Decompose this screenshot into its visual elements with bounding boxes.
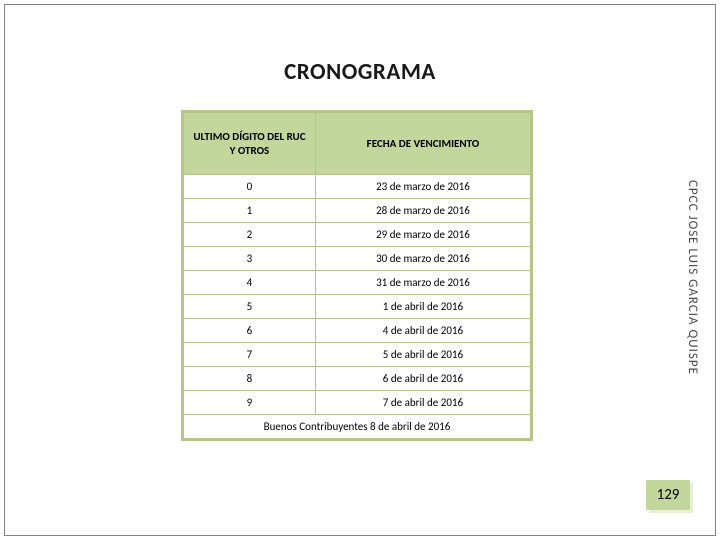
- table-footer-row: Buenos Contribuyentes 8 de abril de 2016: [184, 415, 531, 439]
- schedule-table: ULTIMO DÍGITO DEL RUC Y OTROS FECHA DE V…: [183, 112, 531, 439]
- header-col-digit: ULTIMO DÍGITO DEL RUC Y OTROS: [184, 113, 316, 175]
- schedule-table-container: ULTIMO DÍGITO DEL RUC Y OTROS FECHA DE V…: [181, 110, 533, 441]
- cell-digit: 0: [184, 175, 316, 199]
- cell-digit: 1: [184, 199, 316, 223]
- cell-digit: 3: [184, 247, 316, 271]
- cell-digit: 5: [184, 295, 316, 319]
- cell-date: 30 de marzo de 2016: [315, 247, 530, 271]
- cell-date: 23 de marzo de 2016: [315, 175, 530, 199]
- cell-date: 4 de abril de 2016: [315, 319, 530, 343]
- table-row: 4 31 de marzo de 2016: [184, 271, 531, 295]
- cell-date: 7 de abril de 2016: [315, 391, 530, 415]
- table-row: 5 1 de abril de 2016: [184, 295, 531, 319]
- table-row: 3 30 de marzo de 2016: [184, 247, 531, 271]
- table-row: 1 28 de marzo de 2016: [184, 199, 531, 223]
- cell-date: 29 de marzo de 2016: [315, 223, 530, 247]
- cell-date: 31 de marzo de 2016: [315, 271, 530, 295]
- author-side-text: CPCC JOSE LUIS GARCIA QUISPE: [685, 180, 700, 375]
- table-header-row: ULTIMO DÍGITO DEL RUC Y OTROS FECHA DE V…: [184, 113, 531, 175]
- table-row: 2 29 de marzo de 2016: [184, 223, 531, 247]
- cell-date: 5 de abril de 2016: [315, 343, 530, 367]
- slide-title: CRONOGRAMA: [0, 58, 720, 86]
- table-row: 7 5 de abril de 2016: [184, 343, 531, 367]
- cell-digit: 2: [184, 223, 316, 247]
- cell-digit: 4: [184, 271, 316, 295]
- cell-date: 6 de abril de 2016: [315, 367, 530, 391]
- footer-cell: Buenos Contribuyentes 8 de abril de 2016: [184, 415, 531, 439]
- cell-digit: 6: [184, 319, 316, 343]
- header-col-date: FECHA DE VENCIMIENTO: [315, 113, 530, 175]
- table-row: 8 6 de abril de 2016: [184, 367, 531, 391]
- table-row: 9 7 de abril de 2016: [184, 391, 531, 415]
- page-number: 129: [646, 480, 690, 510]
- cell-digit: 8: [184, 367, 316, 391]
- cell-date: 28 de marzo de 2016: [315, 199, 530, 223]
- cell-digit: 7: [184, 343, 316, 367]
- table-row: 0 23 de marzo de 2016: [184, 175, 531, 199]
- cell-digit: 9: [184, 391, 316, 415]
- table-row: 6 4 de abril de 2016: [184, 319, 531, 343]
- cell-date: 1 de abril de 2016: [315, 295, 530, 319]
